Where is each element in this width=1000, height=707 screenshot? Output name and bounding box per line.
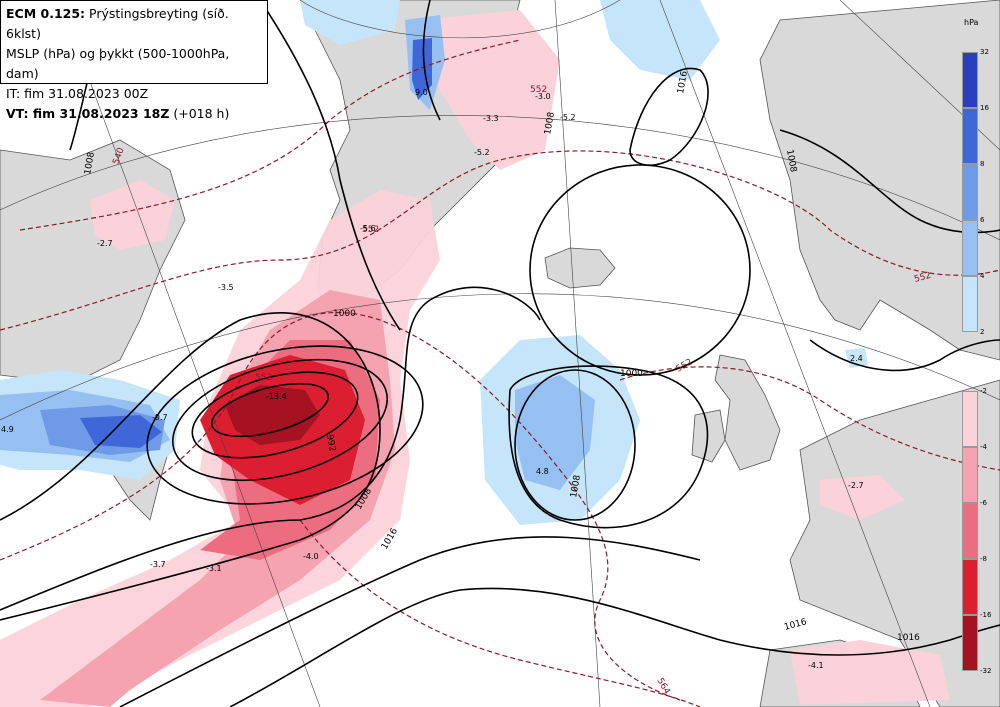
init-time: IT: fim 31.08.2023 00Z <box>6 86 149 101</box>
fall-band-1b <box>90 180 175 250</box>
isobar-label: 1016 <box>897 633 920 643</box>
title-text: Prýstingsbreyting (síð. 6klst) <box>6 6 229 41</box>
colorbar-tick-label: 8 <box>980 160 985 168</box>
britain-land <box>714 354 781 471</box>
tendency-value: -3.0 <box>535 92 551 101</box>
high-west-iceland <box>529 164 751 376</box>
isobar-label: 992 <box>324 434 337 453</box>
colorbar-unit: hPa <box>964 18 979 27</box>
colorbar-tick-label: 4 <box>980 272 985 280</box>
tendency-value: -4.0 <box>303 552 319 561</box>
colorbar-tick-label: -2 <box>980 387 987 395</box>
tendency-value: -5.6 <box>360 224 376 233</box>
fall-band-1e <box>790 640 950 705</box>
colorbar-segment <box>962 276 978 332</box>
low-centre-ring-2 <box>191 371 359 459</box>
colorbar-tick-label: 16 <box>980 104 989 112</box>
title-line: ECM 0.125: Prýstingsbreyting (síð. 6klst… <box>6 4 262 44</box>
rise-band-10 <box>300 0 400 45</box>
colorbar-tick-label: -16 <box>980 611 992 619</box>
fields-line: MSLP (hPa) og þykkt (500-1000hPa, dam) <box>6 46 230 81</box>
colorbar-segment <box>962 447 978 503</box>
isobar-label: 1008 <box>83 151 97 176</box>
colorbar-tick-label: -8 <box>980 555 987 563</box>
rise-band-7 <box>600 0 720 80</box>
colorbar-tick-label: 6 <box>980 216 985 224</box>
tendency-value: -3.5 <box>218 283 234 292</box>
colorbar-tick-label: 2 <box>980 328 985 336</box>
low-south-iceland <box>514 369 636 521</box>
tendency-value: -2.7 <box>848 481 864 490</box>
tendency-value: -5.2 <box>474 148 490 157</box>
tendency-value: 4.8 <box>536 467 549 476</box>
tendency-value: 9.0 <box>415 88 428 97</box>
fall-band-1d <box>820 475 905 520</box>
isobar-label: 1008 <box>569 474 583 499</box>
colorbar-tick-label: -32 <box>980 667 992 675</box>
isobar-label: 1008 <box>543 111 557 136</box>
valid-time: VT: fim 31.08.2023 18Z <box>6 106 170 121</box>
thickness-contours <box>0 39 1000 707</box>
colorbar-segment <box>962 391 978 447</box>
thickness-label: 552 <box>362 225 379 235</box>
colorbar-segment <box>962 559 978 615</box>
tendency-value: -13.4 <box>266 392 287 401</box>
isobar-label: 1016 <box>676 70 690 95</box>
colorbar-segment <box>962 164 978 220</box>
isobar-label: 1000 <box>333 309 356 319</box>
fall-band-5 <box>225 385 320 445</box>
valid-time-line: VT: fim 31.08.2023 18Z (+018 h) <box>6 104 262 124</box>
rise-band-6 <box>515 375 595 490</box>
tendency-value: -3.7 <box>150 560 166 569</box>
isobar-label: 1008 <box>784 149 798 174</box>
fall-band-1c <box>420 10 560 170</box>
lead-time: (+018 h) <box>169 106 230 121</box>
model-name: ECM 0.125: <box>6 6 86 21</box>
colorbar-tick-label: 32 <box>980 48 989 56</box>
colorbar-tick-label: -6 <box>980 499 987 507</box>
thickness-label: 552 <box>530 85 547 95</box>
colorbar-segment <box>962 220 978 276</box>
iceland-land <box>544 247 616 289</box>
tendency-value: -5.2 <box>560 113 576 122</box>
tendency-value: 2.4 <box>850 354 863 363</box>
tendency-value: 4.9 <box>1 425 14 434</box>
tendency-values: -2.7 -3.5 -9.7 4.9 -13.4 -3.7 -3.1 -4.0 … <box>1 88 864 670</box>
tendency-value: -2.7 <box>97 239 113 248</box>
colorbar-segment <box>962 503 978 559</box>
scandinavia-land <box>759 0 1000 361</box>
colorbar-segment <box>962 52 978 108</box>
low-centre-ring-3 <box>171 358 389 482</box>
tendency-value: -4.1 <box>808 661 824 670</box>
tendency-value: -3.1 <box>206 564 222 573</box>
colorbar-segment <box>962 615 978 671</box>
low-centre-ring-1 <box>210 382 330 438</box>
thickness-label: 552 <box>913 271 932 285</box>
pressure-rise-shading <box>0 0 868 525</box>
tendency-value: -9.7 <box>152 413 168 422</box>
isobar-label: 1000 <box>620 369 643 379</box>
low-centre-ring-4 <box>146 345 424 505</box>
ireland-land <box>691 409 726 463</box>
thickness-label: 552 <box>255 373 272 383</box>
map-info-box: ECM 0.125: Prýstingsbreyting (síð. 6klst… <box>0 0 268 121</box>
colorbar-tick-label: -4 <box>980 443 987 451</box>
tendency-value: -3.3 <box>483 114 499 123</box>
colorbar-segment <box>962 108 978 164</box>
rise-band-4 <box>80 415 162 448</box>
